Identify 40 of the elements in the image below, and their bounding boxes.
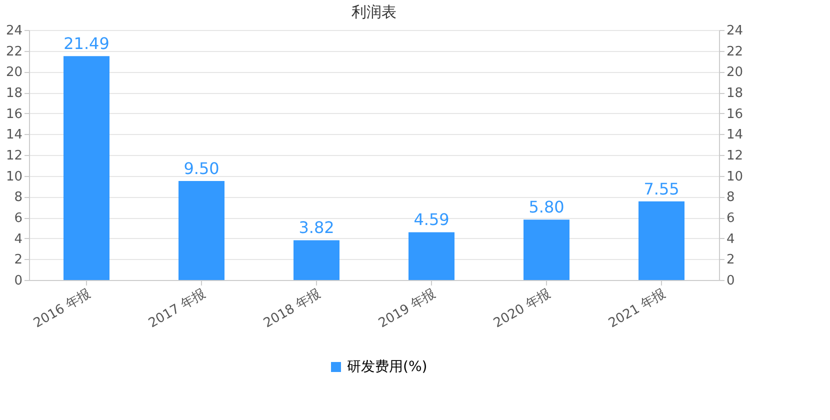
text: 9.50 <box>184 159 220 178</box>
y-tick-label: 14 <box>6 128 22 143</box>
y2-tick-label: 18 <box>726 86 744 101</box>
bar <box>638 201 684 280</box>
y2-tick-label: 22 <box>726 44 744 60</box>
y2-tick-label: 16 <box>726 106 744 122</box>
y-tick-label: 6 <box>14 211 22 226</box>
chart-title: 利润表 <box>352 3 396 21</box>
y-tick-label: 12 <box>6 148 22 164</box>
y2-tick-label: 0 <box>726 274 735 288</box>
bar <box>408 232 454 280</box>
y-tick-label: 18 <box>6 86 22 101</box>
text: 4.59 <box>414 210 450 230</box>
y-tick-label: 24 <box>6 24 22 38</box>
bar <box>178 181 224 280</box>
y2-tick-label: 14 <box>726 128 744 143</box>
y2-tick-label: 10 <box>726 169 744 184</box>
y2-tick-label: 20 <box>726 65 744 80</box>
y-tick-label: 8 <box>14 190 22 206</box>
y2-tick-label: 4 <box>726 232 735 247</box>
bar <box>294 240 340 280</box>
text: 7.55 <box>644 179 680 198</box>
y-tick-label: 0 <box>14 274 22 288</box>
y-tick-label: 10 <box>6 169 22 184</box>
y2-tick-label: 12 <box>726 148 744 164</box>
text: 5.80 <box>528 198 564 217</box>
bar <box>64 56 110 280</box>
y2-tick-label: 8 <box>726 190 735 206</box>
text: 21.49 <box>64 34 110 54</box>
y-tick-label: 4 <box>14 232 22 247</box>
y-tick-label: 22 <box>6 44 22 60</box>
y2-tick-label: 24 <box>726 24 744 38</box>
legend-label: 研发费用(%) <box>347 359 428 375</box>
bar <box>524 220 570 280</box>
y-tick-label: 2 <box>14 252 22 268</box>
y2-tick-label: 6 <box>726 211 735 226</box>
y-tick-label: 20 <box>6 65 22 80</box>
text: 3.82 <box>298 218 334 238</box>
y-tick-label: 16 <box>6 106 22 122</box>
y2-tick-label: 2 <box>726 252 735 268</box>
